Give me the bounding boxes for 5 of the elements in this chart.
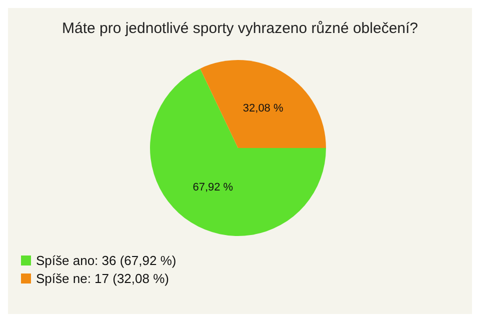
data-label: 32,08 % <box>242 102 284 114</box>
legend-label: Spíše ne: 17 (32,08 %) <box>36 271 169 286</box>
chart-title: Máte pro jednotlivé sporty vyhrazeno různé oblečení? <box>62 20 418 37</box>
legend-label: Spíše ano: 36 (67,92 %) <box>36 253 176 268</box>
data-label: 67,92 % <box>192 182 234 194</box>
